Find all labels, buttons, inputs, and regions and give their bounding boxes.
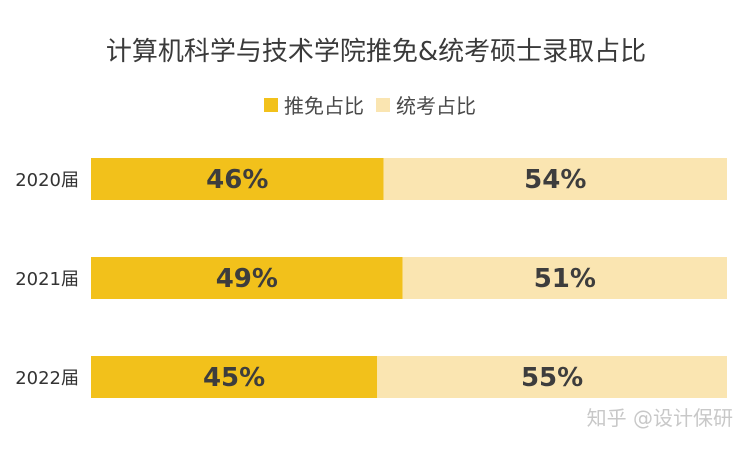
bar-segment	[402, 257, 727, 299]
legend-label-series-2: 统考占比	[396, 94, 476, 118]
value-label: 54%	[524, 165, 586, 195]
bar-segment	[377, 356, 727, 398]
category-label: 2020届	[15, 170, 79, 191]
legend-swatch-series-1	[264, 98, 278, 112]
bars-layer: 2020届 46% 54% 2021届 49% 51% 2022届 45% 55%	[15, 158, 727, 398]
watermark: 知乎 @设计保研	[587, 406, 733, 430]
value-label: 46%	[206, 165, 268, 195]
value-label: 49%	[216, 264, 278, 294]
value-label: 45%	[203, 363, 265, 393]
legend-label-series-1: 推免占比	[284, 94, 364, 118]
bar-segment	[91, 257, 403, 299]
category-label: 2022届	[15, 368, 79, 389]
bar-segment	[91, 158, 384, 200]
legend: 推免占比 统考占比	[264, 94, 476, 118]
value-label: 55%	[521, 363, 583, 393]
legend-swatch-series-2	[376, 98, 390, 112]
category-label: 2021届	[15, 269, 79, 290]
bar-segment	[383, 158, 727, 200]
value-label: 51%	[534, 264, 596, 294]
chart-title: 计算机科学与技术学院推免&统考硕士录取占比	[106, 37, 646, 67]
bar-segment	[91, 356, 378, 398]
